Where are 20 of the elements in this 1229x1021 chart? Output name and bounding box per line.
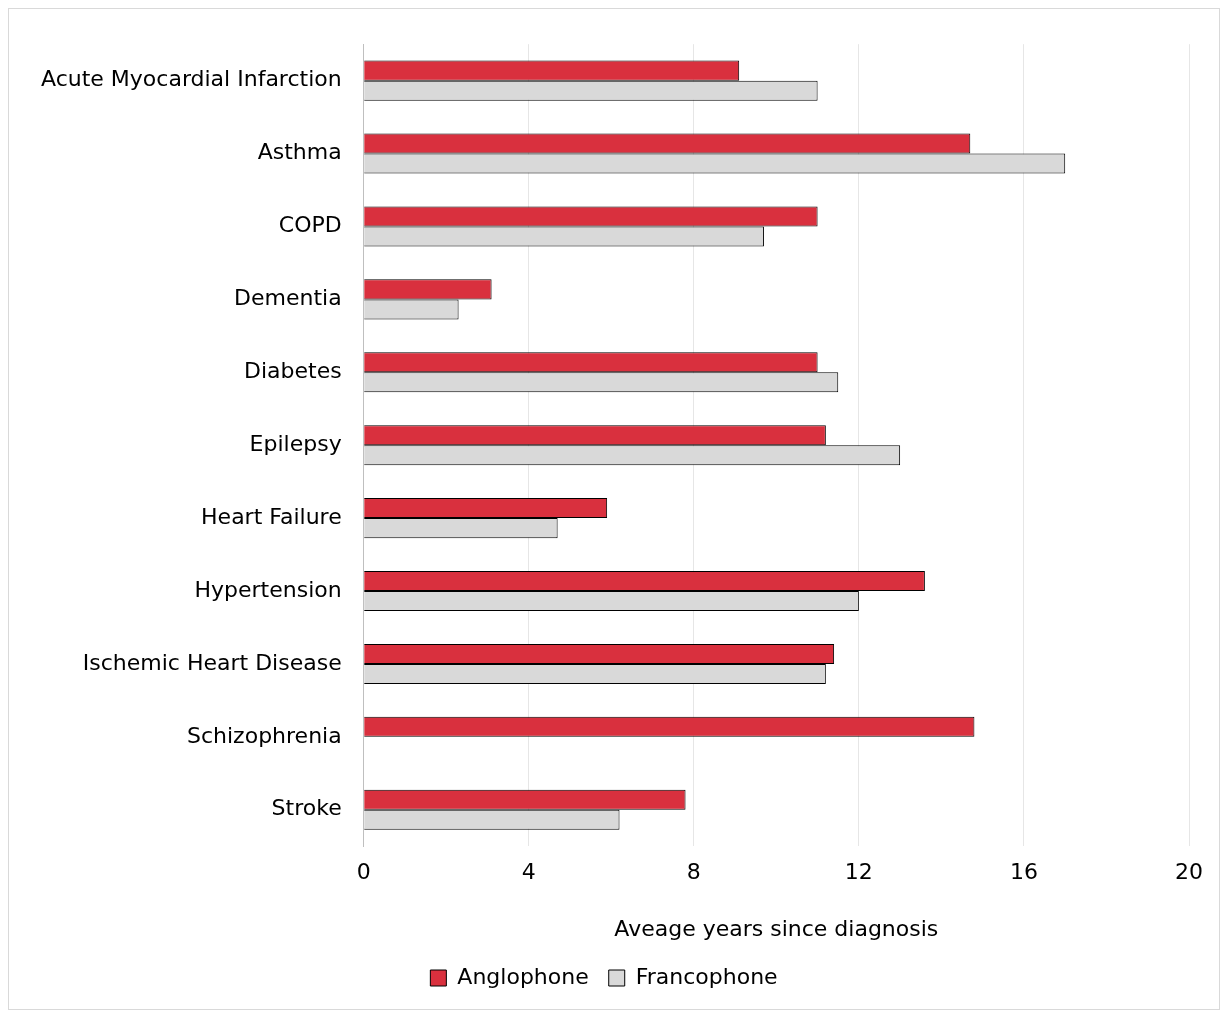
y-tick-label: Schizophrenia <box>187 722 342 748</box>
x-tick-label: 8 <box>686 859 701 885</box>
x-tick-label: 0 <box>356 859 371 885</box>
x-axis-title: Aveage years since diagnosis <box>614 915 939 941</box>
legend-label: Anglophone <box>457 963 589 989</box>
legend-label: Francophone <box>635 963 778 989</box>
y-tick-label: Stroke <box>271 795 342 821</box>
y-tick-label: Epilepsy <box>249 430 342 456</box>
y-tick-label: Hypertension <box>194 576 342 602</box>
x-tick-label: 4 <box>521 859 536 885</box>
y-tick-label: Dementia <box>234 285 342 311</box>
y-tick-label: Ischemic Heart Disease <box>82 649 342 675</box>
y-tick-label: Heart Failure <box>201 503 342 529</box>
y-tick-label: Asthma <box>257 139 342 165</box>
y-tick-label: COPD <box>278 212 342 238</box>
x-tick-label: 12 <box>844 859 873 885</box>
y-tick-label: Diabetes <box>244 358 342 384</box>
x-tick-label: 16 <box>1009 859 1038 885</box>
x-tick-label: 20 <box>1175 859 1203 885</box>
y-tick-label: Acute Myocardial Infarction <box>40 66 342 92</box>
